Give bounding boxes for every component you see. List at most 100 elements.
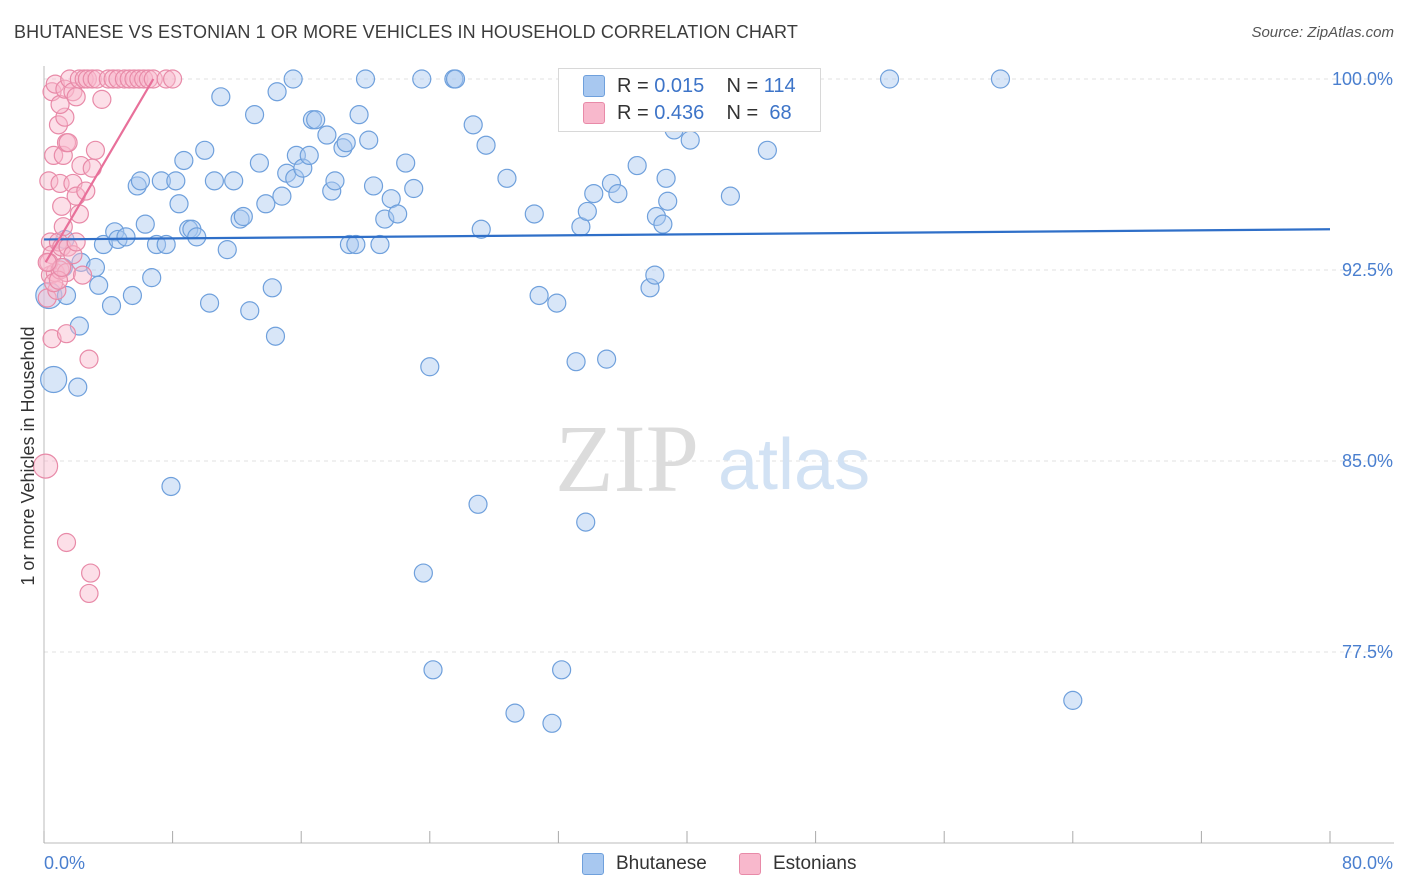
estonian-point xyxy=(66,232,86,252)
bhutanese-point xyxy=(584,184,604,204)
estonian-point xyxy=(53,145,73,165)
bhutanese-point xyxy=(359,130,379,150)
bhutanese-point xyxy=(463,115,483,135)
bhutanese-point xyxy=(497,168,517,188)
bhutanese-point xyxy=(658,191,678,211)
bhutanese-point xyxy=(990,69,1011,89)
bhutanese-point xyxy=(151,171,171,191)
bhutanese-point xyxy=(552,660,572,680)
bhutanese-point xyxy=(339,234,360,255)
estonian-point xyxy=(37,252,57,272)
bhutanese-point xyxy=(299,145,319,165)
bhutanese-point xyxy=(285,168,305,188)
bhutanese-point xyxy=(524,204,544,224)
bhutanese-point xyxy=(363,176,384,196)
estonian-point xyxy=(77,69,98,89)
bhutanese-point xyxy=(166,171,186,191)
bhutanese-point xyxy=(187,227,207,247)
tick-labels: 77.5% 85.0% 92.5% 100.0% 0.0% 80.0% xyxy=(44,69,1393,873)
source-label: Source: ZipAtlas.com xyxy=(1251,24,1394,41)
estonian-point xyxy=(66,87,86,107)
y-axis-label: 1 or more Vehicles in Household xyxy=(18,326,38,585)
bhutanese-point xyxy=(142,268,162,288)
bhutanese-point xyxy=(156,234,176,255)
estonian-point xyxy=(114,69,134,89)
estonian-point xyxy=(33,453,59,479)
bhutanese-point xyxy=(757,140,777,160)
legend-label-bhutanese: Bhutanese xyxy=(616,853,707,874)
estonian-point xyxy=(55,107,75,127)
bhutanese-point xyxy=(272,186,292,206)
bhutanese-point xyxy=(423,660,443,680)
bhutanese-swatch xyxy=(583,75,605,97)
bhutanese-point xyxy=(336,133,356,153)
bhutanese-point xyxy=(597,349,617,369)
estonian-point xyxy=(39,171,59,191)
series-legend: Bhutanese Estonians xyxy=(0,851,1406,879)
bhutanese-point xyxy=(101,296,122,316)
bhutanese-point xyxy=(656,168,676,188)
bhutanese-point xyxy=(529,285,549,306)
bhutanese-point xyxy=(325,171,345,191)
bhutanese-point xyxy=(306,110,326,130)
estonian-point xyxy=(79,583,99,604)
bhutanese-trend-line xyxy=(43,228,1331,241)
bhutanese-point xyxy=(413,563,433,583)
estonian-point xyxy=(156,69,176,89)
y-tick-label-2: 92.5% xyxy=(1342,260,1393,280)
bhutanese-point xyxy=(547,293,567,313)
estonian-point xyxy=(44,145,64,165)
bhutanese-point xyxy=(317,125,337,145)
bhutanese-point xyxy=(130,171,151,191)
estonian-point xyxy=(87,69,107,89)
bhutanese-swatch xyxy=(582,853,604,875)
estonians-swatch xyxy=(739,853,761,875)
y-tick-label-0: 77.5% xyxy=(1342,642,1393,662)
bhutanese-point xyxy=(608,184,628,204)
estonian-point xyxy=(48,115,69,135)
n-label: N = xyxy=(726,101,759,124)
bhutanese-point xyxy=(224,171,244,191)
estonian-point xyxy=(81,563,101,583)
bhutanese-point xyxy=(412,69,432,89)
bhutanese-point xyxy=(283,69,303,89)
watermark: ZIP atlas xyxy=(555,405,870,512)
estonian-point xyxy=(52,257,72,278)
estonian-point xyxy=(79,349,99,369)
bhutanese-point xyxy=(217,240,237,260)
bhutanese-point xyxy=(720,186,741,206)
bhutanese-point xyxy=(542,713,562,733)
bhutanese-point xyxy=(645,265,665,285)
trend-lines xyxy=(43,78,1331,263)
bhutanese-point xyxy=(230,209,250,229)
estonians-swatch xyxy=(583,102,605,124)
watermark-atlas: atlas xyxy=(718,425,870,505)
bhutanese-point xyxy=(116,227,136,247)
bhutanese-point xyxy=(355,69,376,89)
estonian-point xyxy=(58,133,78,153)
bhutanese-point xyxy=(471,219,491,239)
legend-item-estonians[interactable]: Estonians xyxy=(739,853,856,875)
bhutanese-point xyxy=(646,206,667,227)
n-value-estonians: 68 xyxy=(769,101,792,124)
bhutanese-point xyxy=(174,150,194,171)
n-value-bhutanese: 114 xyxy=(763,74,796,97)
estonian-point xyxy=(48,270,69,290)
bhutanese-point xyxy=(576,512,596,532)
estonian-point xyxy=(56,532,77,553)
bhutanese-point xyxy=(204,171,224,191)
estonian-point xyxy=(56,324,77,344)
estonian-point xyxy=(92,89,112,109)
bhutanese-point xyxy=(349,105,369,125)
bhutanese-point xyxy=(566,352,586,372)
estonian-points xyxy=(33,69,183,604)
bhutanese-point xyxy=(161,476,181,497)
bhutanese-point xyxy=(256,194,276,214)
estonian-point xyxy=(119,69,139,89)
legend-item-bhutanese[interactable]: Bhutanese xyxy=(582,853,707,875)
bhutanese-point xyxy=(135,214,155,234)
bhutanese-point xyxy=(653,214,673,234)
x-tick-label-max: 80.0% xyxy=(1342,853,1393,873)
bhutanese-point xyxy=(265,326,286,346)
